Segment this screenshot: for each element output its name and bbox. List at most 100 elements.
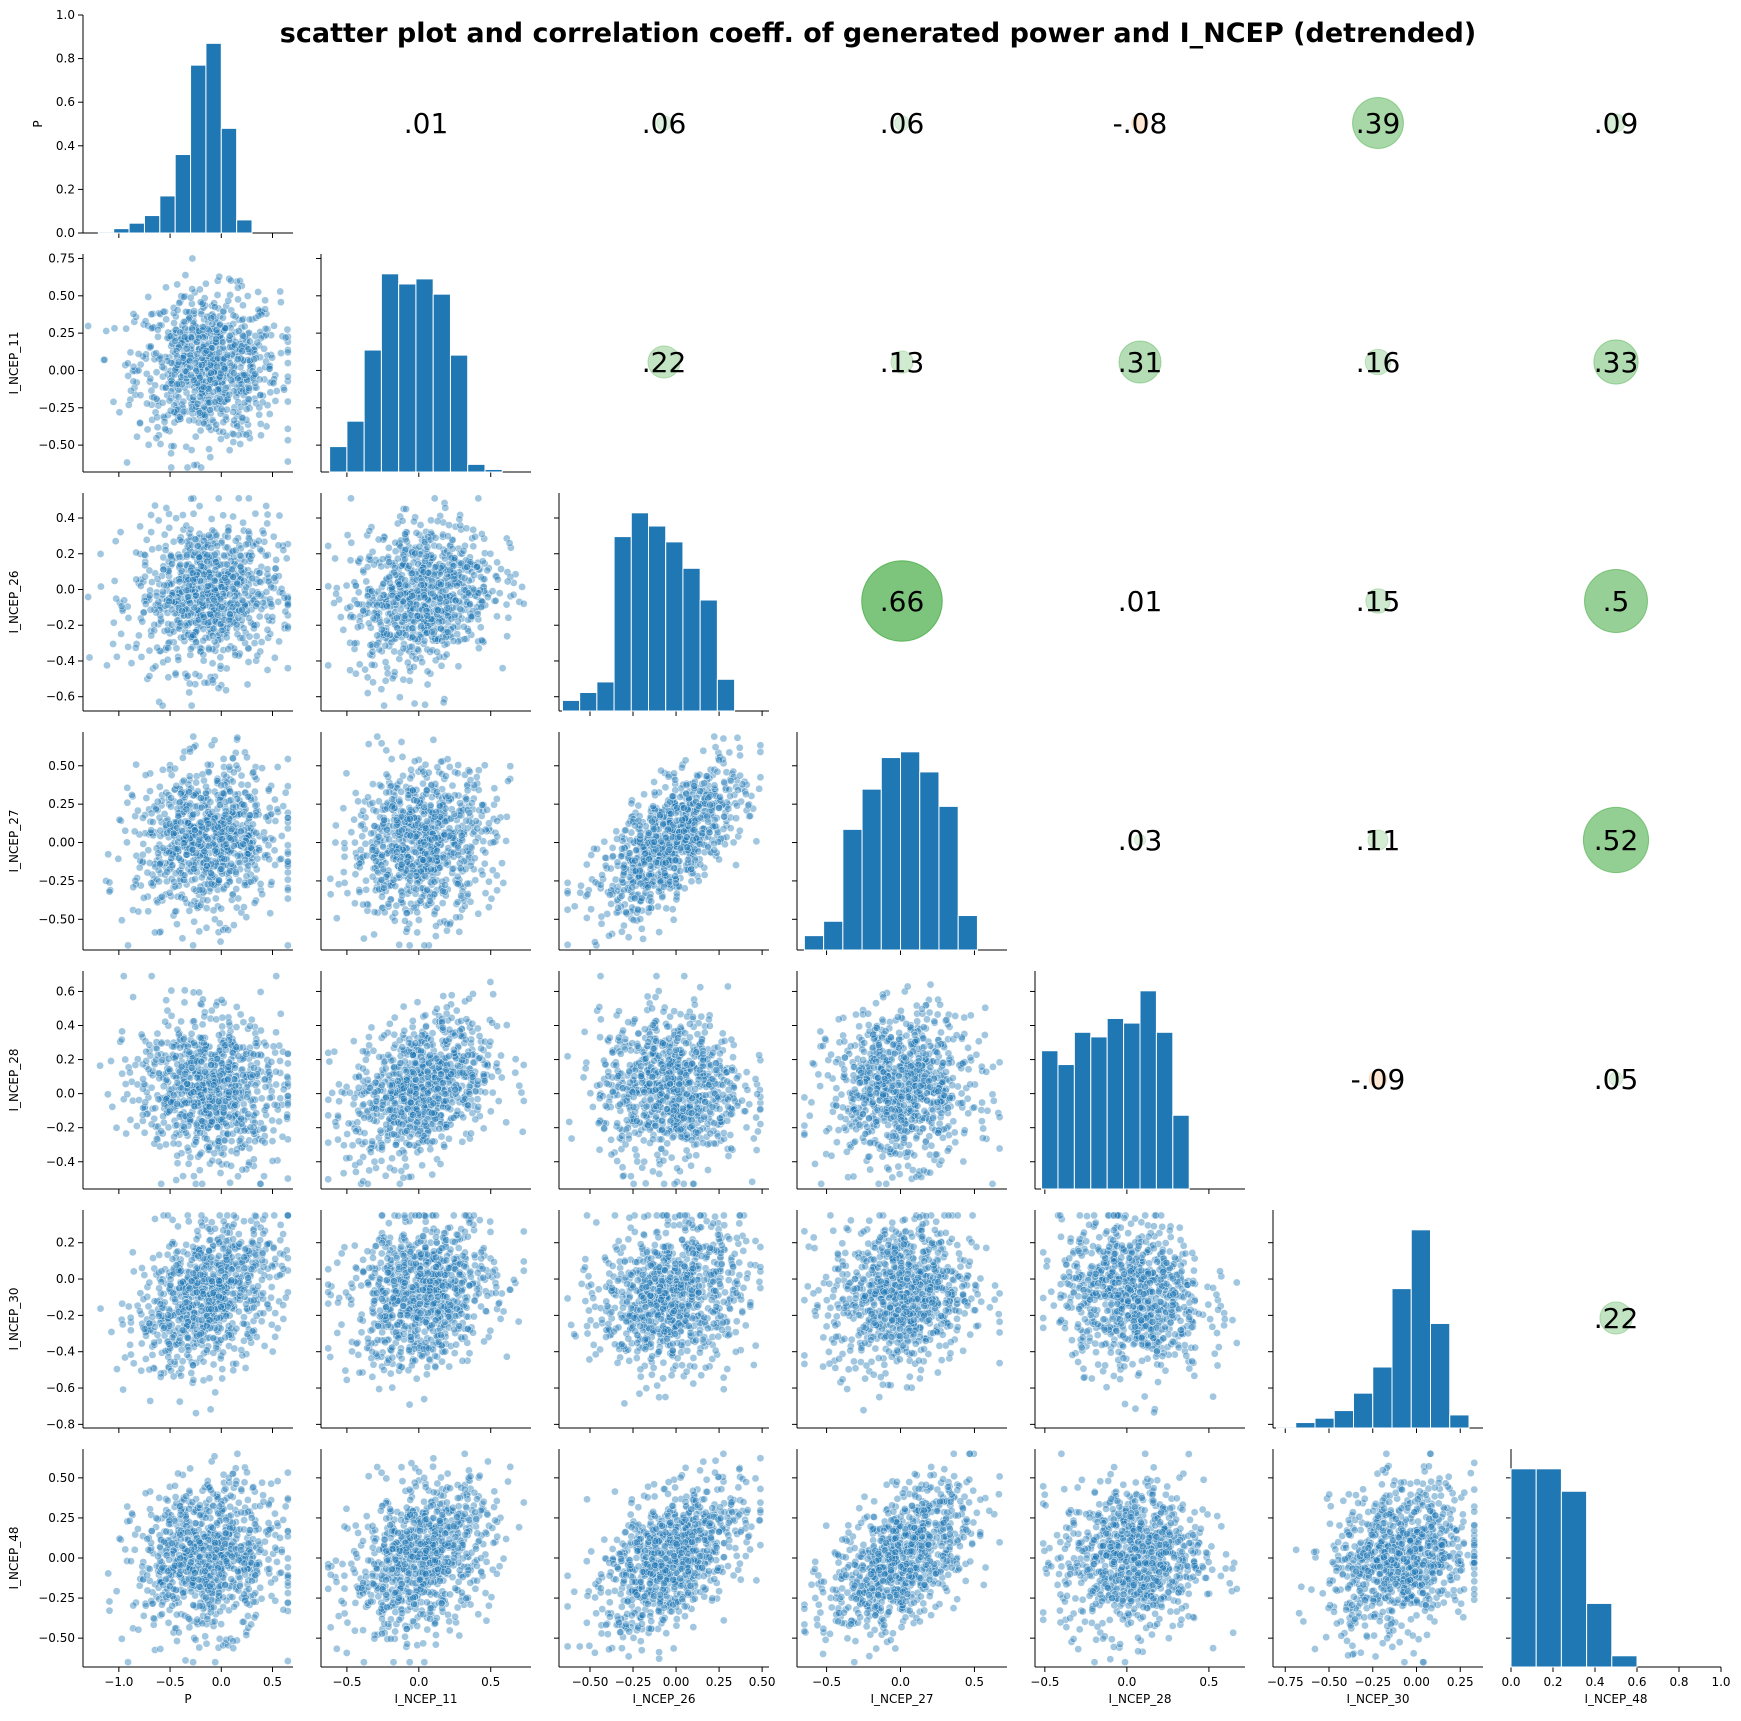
scatter-point <box>133 433 140 440</box>
hist-bar <box>144 216 159 233</box>
scatter-point <box>161 582 168 589</box>
scatter-point <box>214 611 221 618</box>
scatter-point <box>135 367 142 374</box>
y-tick-label: 0.75 <box>48 251 75 265</box>
y-tick-label: 0.0 <box>56 226 75 240</box>
scatter-point <box>211 379 218 386</box>
y-axis-label: I_NCEP_11 <box>7 332 21 395</box>
scatter-points <box>85 255 292 471</box>
scatter-point <box>125 614 132 621</box>
scatter-point <box>110 619 117 626</box>
scatter-point <box>252 379 259 386</box>
scatter-point <box>148 325 155 332</box>
scatter-point <box>174 307 181 314</box>
scatter-point <box>207 361 214 368</box>
scatter-point <box>213 335 220 342</box>
scatter-point <box>152 663 159 670</box>
scatter-point <box>146 647 153 654</box>
hist-bar <box>381 274 398 472</box>
scatter-point <box>275 542 282 549</box>
chart-title: scatter plot and correlation coeff. of g… <box>280 18 1476 49</box>
scatter-point <box>183 345 190 352</box>
scatter-point <box>249 575 256 582</box>
scatter-point <box>137 392 144 399</box>
scatter-point <box>136 419 143 426</box>
scatter-point <box>187 645 194 652</box>
scatter-point <box>192 433 199 440</box>
scatter-point <box>200 657 207 664</box>
scatter-point <box>190 393 197 400</box>
scatter-point <box>239 347 246 354</box>
scatter-point <box>229 604 236 611</box>
scatter-point <box>240 372 247 379</box>
scatter-point <box>164 627 171 634</box>
scatter-point <box>148 528 155 535</box>
scatter-point <box>202 280 209 287</box>
scatter-point <box>255 312 262 319</box>
scatter-point <box>137 582 144 589</box>
scatter-point <box>240 625 247 632</box>
scatter-point <box>252 370 259 377</box>
hist-bar <box>364 350 381 472</box>
hist-bar <box>129 223 144 233</box>
scatter-point <box>256 578 263 585</box>
scatter-point <box>113 595 120 602</box>
scatter-point <box>154 326 161 333</box>
scatter-point <box>97 550 104 557</box>
scatter-point <box>267 389 274 396</box>
scatter-point <box>232 652 239 659</box>
scatter-point <box>186 689 193 696</box>
scatter-point <box>190 510 197 517</box>
scatter-point <box>200 637 207 644</box>
scatter-point <box>243 584 250 591</box>
scatter-point <box>260 530 267 537</box>
scatter-point <box>213 363 220 370</box>
scatter-point <box>123 459 130 466</box>
scatter-point <box>254 339 261 346</box>
scatter-point <box>205 532 212 539</box>
scatter-point <box>217 595 224 602</box>
corr-label: -.08 <box>1113 107 1168 140</box>
scatter-point <box>153 435 160 442</box>
scatter-point <box>186 357 193 364</box>
scatter-point <box>110 398 117 405</box>
scatter-point <box>158 359 165 366</box>
scatter-point <box>204 558 211 565</box>
scatter-point <box>235 614 242 621</box>
scatter-point <box>215 685 222 692</box>
scatter-point <box>251 622 258 629</box>
scatter-point <box>159 588 166 595</box>
scatter-point <box>191 307 198 314</box>
scatter-point <box>253 633 260 640</box>
scatter-point <box>142 600 149 607</box>
y-tick-label: 1.0 <box>56 8 75 22</box>
scatter-point <box>284 602 291 609</box>
scatter-point <box>276 512 283 519</box>
scatter-point <box>180 293 187 300</box>
scatter-point <box>141 551 148 558</box>
scatter-point <box>161 425 168 432</box>
scatter-point <box>196 393 203 400</box>
scatter-point <box>230 312 237 319</box>
scatter-point <box>254 652 261 659</box>
scatter-point <box>196 286 203 293</box>
scatter-point <box>205 446 212 453</box>
scatter-point <box>147 606 154 613</box>
scatter-point <box>127 349 134 356</box>
scatter-point <box>272 397 279 404</box>
scatter-point <box>245 658 252 665</box>
scatter-point <box>155 517 162 524</box>
scatter-point <box>167 450 174 457</box>
scatter-point <box>179 511 186 518</box>
scatter-point <box>251 639 258 646</box>
scatter-point <box>246 633 253 640</box>
scatter-point <box>179 607 186 614</box>
scatter-point <box>238 606 245 613</box>
scatter-point <box>244 292 251 299</box>
scatter-point <box>235 327 242 334</box>
scatter-point <box>284 326 291 333</box>
scatter-point <box>281 594 288 601</box>
scatter-point <box>225 527 232 534</box>
scatter-point <box>191 462 198 469</box>
scatter-point <box>160 308 167 315</box>
